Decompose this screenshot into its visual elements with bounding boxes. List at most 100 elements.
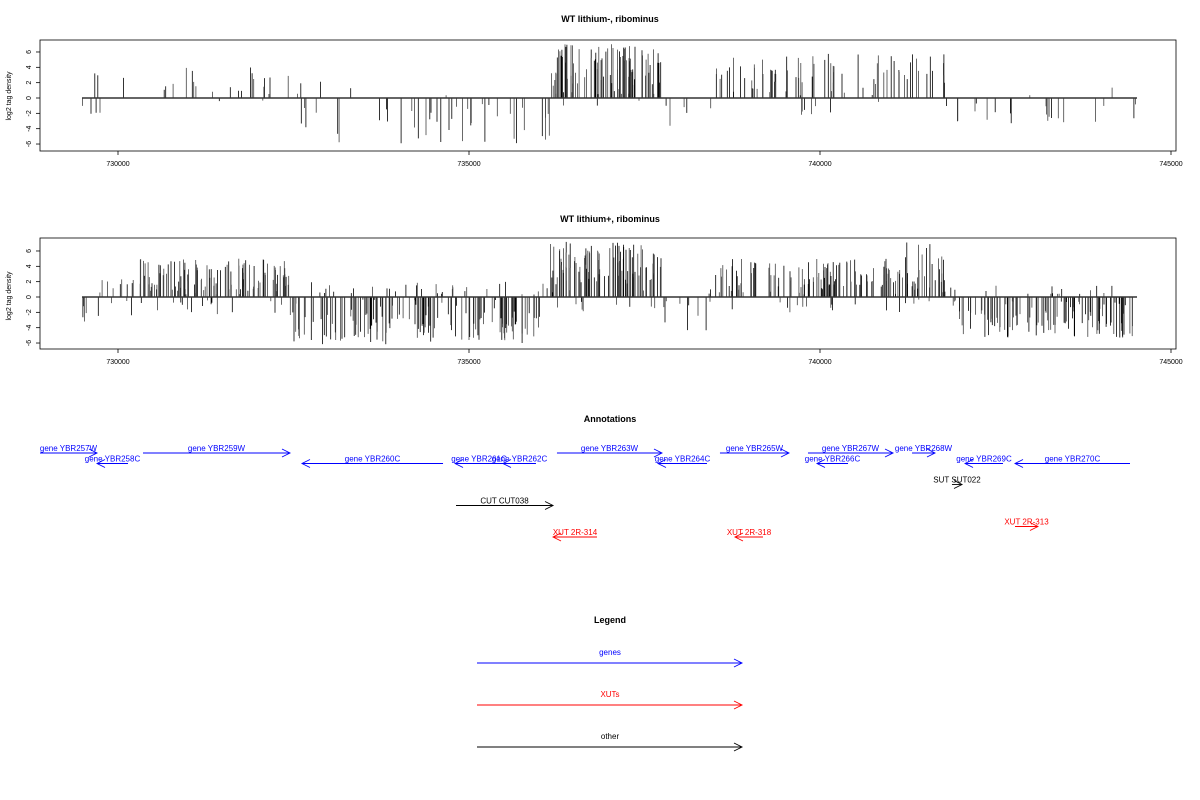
panel-title: WT lithium-, ribominus — [561, 14, 659, 24]
y-tick-label: 4 — [26, 264, 33, 268]
legend-item-xut: XUTs — [477, 690, 744, 710]
feature-gene: gene YBR257W — [40, 444, 99, 458]
x-tick-label: 730000 — [106, 359, 129, 366]
arrowhead-icon — [926, 448, 936, 458]
arrowhead-icon — [281, 448, 291, 458]
x-tick-label: 740000 — [808, 161, 831, 168]
legend-label: other — [601, 732, 620, 741]
arrowhead-icon — [780, 448, 790, 458]
legend: genes XUTs other — [477, 648, 744, 752]
feature-label: SUT SUT022 — [933, 476, 981, 485]
feature-label: gene YBR263W — [581, 444, 639, 453]
feature-label: gene YBR266C — [805, 455, 861, 464]
feature-xut: XUT 2R-314 — [552, 528, 598, 542]
legend-item-gene: genes — [477, 648, 744, 668]
arrowhead-icon — [884, 448, 895, 458]
feature-gene: gene YBR270C — [1014, 455, 1131, 468]
arrowhead-icon — [1014, 459, 1024, 468]
feature-gene: gene YBR264C — [655, 455, 711, 468]
feature-gene: gene YBR261C — [451, 455, 507, 468]
feature-label: gene YBR261C — [451, 455, 507, 464]
feature-label: gene YBR262C — [492, 455, 548, 464]
feature-gene: gene YBR268W — [895, 444, 953, 458]
feature-gene: gene YBR265W — [719, 444, 790, 458]
panel-title: WT lithium+, ribominus — [560, 214, 660, 224]
feature-label: XUT 2R-318 — [727, 528, 772, 537]
x-tick-label: 735000 — [457, 359, 480, 366]
arrowhead-icon — [1029, 522, 1039, 531]
legend-label: genes — [599, 648, 621, 657]
arrowhead-icon — [815, 459, 826, 468]
y-tick-label: 4 — [26, 65, 33, 69]
y-tick-label: -6 — [26, 340, 33, 346]
arrowhead-icon — [953, 480, 964, 489]
feature-gene: gene YBR258C — [85, 455, 141, 468]
x-tick-label: 740000 — [808, 359, 831, 366]
arrowhead-icon — [454, 459, 464, 468]
legend-item-other: other — [477, 732, 744, 752]
feature-label: gene YBR259W — [188, 444, 246, 453]
x-tick-label: 730000 — [106, 161, 129, 168]
y-tick-label: 6 — [26, 249, 33, 253]
arrowhead-icon — [96, 459, 106, 468]
y-tick-label: 0 — [26, 295, 33, 299]
plot-frame — [39, 237, 1177, 350]
legend-label: XUTs — [600, 690, 619, 699]
feature-gene: gene YBR263W — [556, 444, 663, 458]
feature-gene: gene YBR266C — [805, 455, 861, 468]
feature-xut: XUT 2R-313 — [1004, 518, 1049, 531]
arrowhead-icon — [733, 658, 744, 668]
x-tick-label: 735000 — [457, 161, 480, 168]
feature-gene: gene YBR259W — [142, 444, 291, 458]
feature-label: gene YBR265W — [726, 444, 784, 453]
feature-gene: gene YBR267W — [807, 444, 895, 458]
arrowhead-icon — [656, 459, 667, 468]
arrowhead-icon — [653, 448, 663, 458]
feature-other: SUT SUT022 — [933, 476, 981, 489]
arrowhead-icon — [964, 459, 974, 468]
arrowhead-icon — [733, 700, 744, 710]
track-panel-lithium-plus: WT lithium+, ribominus log2 tag density … — [6, 214, 1183, 366]
annotations-title: Annotations — [584, 414, 637, 424]
y-tick-label: -4 — [26, 125, 33, 131]
feature-label: gene YBR260C — [345, 455, 401, 464]
annotation-track: gene YBR257W gene YBR258C gene YBR259W gene… — [40, 444, 1131, 542]
feature-gene: gene YBR269C — [956, 455, 1012, 468]
feature-label: gene YBR264C — [655, 455, 711, 464]
y-tick-label: -4 — [26, 324, 33, 330]
feature-label: XUT 2R-313 — [1004, 518, 1049, 527]
feature-label: gene YBR269C — [956, 455, 1012, 464]
feature-label: gene YBR258C — [85, 455, 141, 464]
feature-label: gene YBR268W — [895, 444, 953, 453]
feature-label: CUT CUT038 — [480, 497, 529, 506]
arrowhead-icon — [544, 501, 555, 510]
arrowhead-icon — [88, 448, 99, 458]
y-axis-label: log2 tag density — [6, 271, 13, 321]
y-tick-label: -2 — [26, 110, 33, 116]
arrowhead-icon — [300, 459, 311, 468]
track-panel-lithium-minus: WT lithium-, ribominus log2 tag density … — [6, 14, 1183, 168]
feature-other: CUT CUT038 — [456, 497, 555, 510]
plot-frame — [39, 39, 1177, 152]
y-tick-label: -2 — [26, 309, 33, 315]
feature-label: gene YBR257W — [40, 444, 98, 453]
feature-gene: gene YBR262C — [492, 455, 548, 468]
y-tick-label: 2 — [26, 280, 33, 284]
arrowhead-icon — [733, 532, 744, 542]
feature-gene: gene YBR260C — [300, 455, 444, 468]
feature-label: gene YBR270C — [1045, 455, 1101, 464]
y-tick-label: 2 — [26, 81, 33, 85]
y-tick-label: 0 — [26, 96, 33, 100]
y-axis-label: log2 tag density — [6, 71, 13, 121]
feature-xut: XUT 2R-318 — [727, 528, 772, 542]
arrowhead-icon — [501, 459, 512, 468]
x-tick-label: 745000 — [1159, 161, 1182, 168]
y-tick-label: -6 — [26, 141, 33, 147]
y-tick-label: 6 — [26, 50, 33, 54]
arrowhead-icon — [733, 742, 744, 752]
arrowhead-icon — [552, 532, 562, 542]
feature-label: gene YBR267W — [822, 444, 880, 453]
x-tick-label: 745000 — [1159, 359, 1182, 366]
feature-label: XUT 2R-314 — [553, 528, 598, 537]
